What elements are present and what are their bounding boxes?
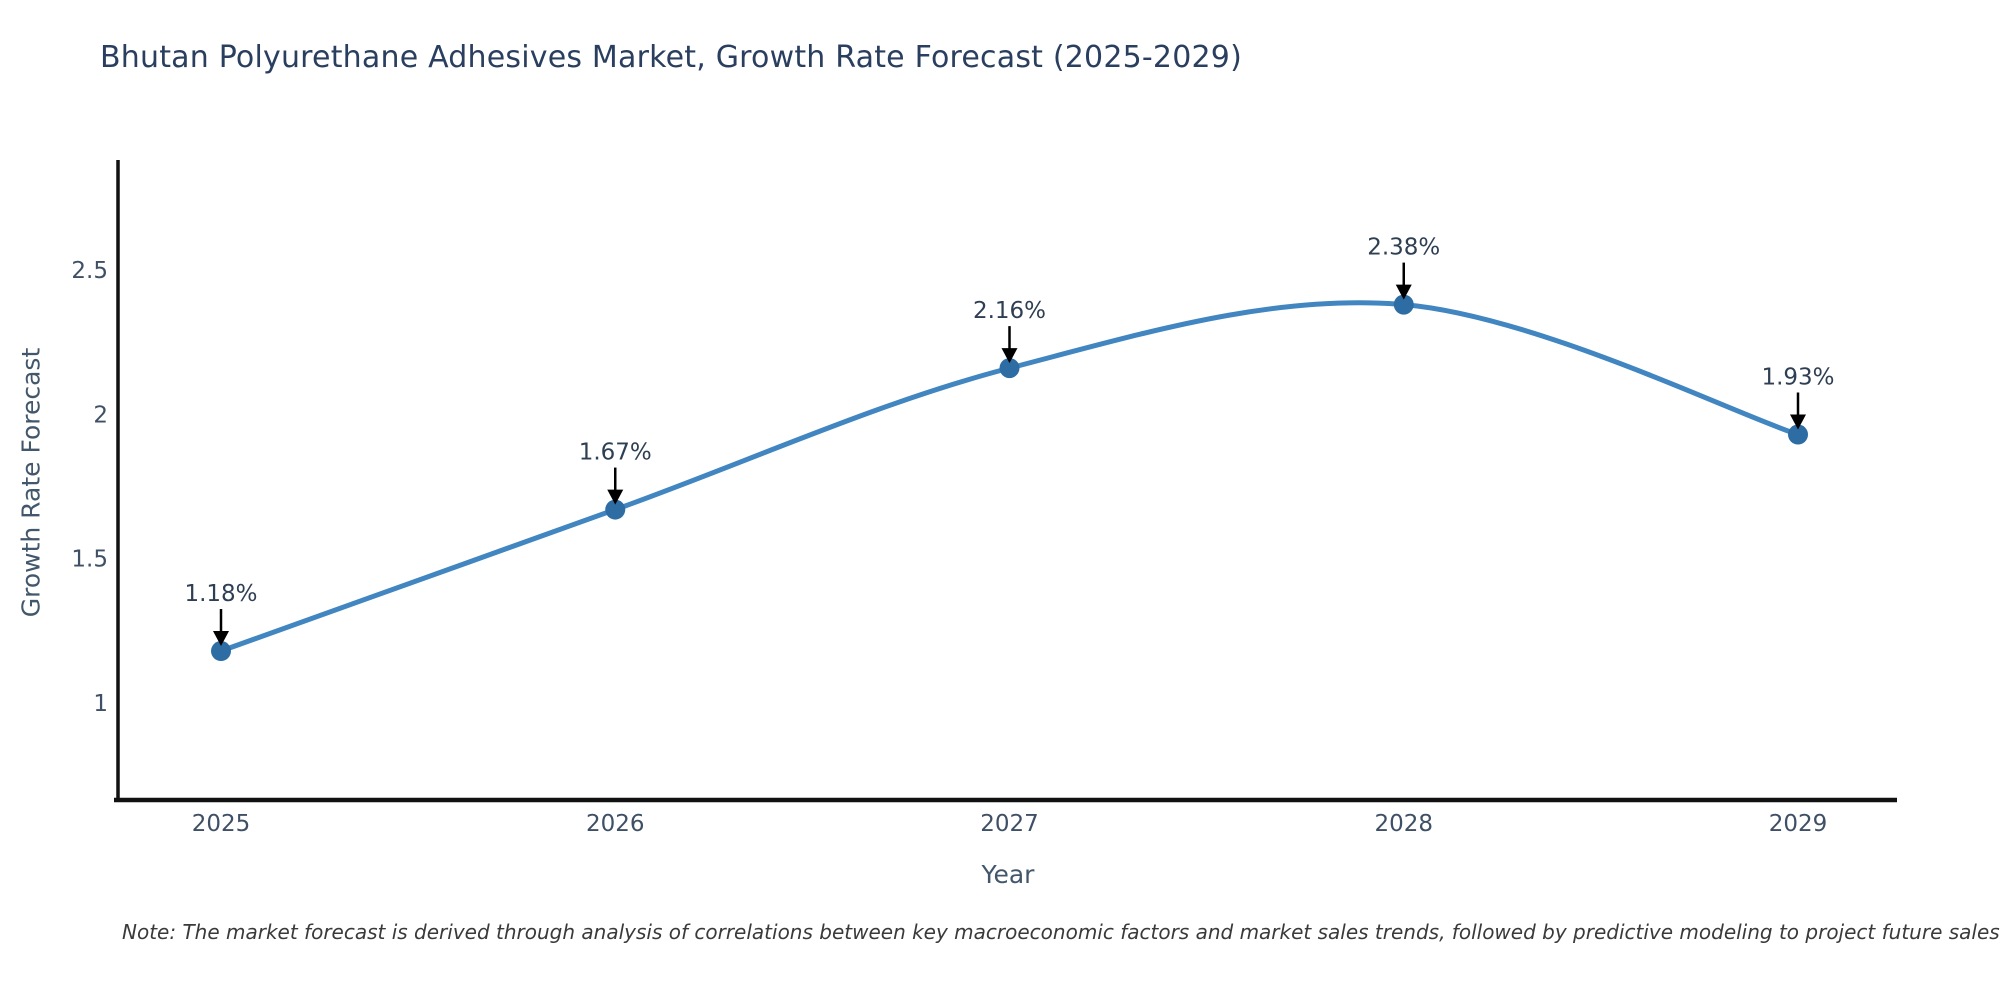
- x-tick-label: 2027: [980, 811, 1039, 837]
- footnote: Note: The market forecast is derived thr…: [122, 920, 2000, 944]
- annotation-arrow-head-icon: [213, 631, 229, 647]
- x-tick-label: 2029: [1769, 811, 1828, 837]
- annotation-arrow-head-icon: [1395, 284, 1412, 300]
- x-tick-label: 2026: [586, 811, 645, 837]
- x-axis-title: Year: [981, 860, 1035, 889]
- annotation-arrow-head-icon: [607, 489, 624, 505]
- y-tick-label: 1.5: [71, 547, 108, 573]
- annotation-arrow-head-icon: [1790, 414, 1806, 430]
- data-point-marker[interactable]: [1393, 294, 1414, 315]
- data-point-label: 2.38%: [1367, 235, 1440, 261]
- data-point-marker[interactable]: [605, 499, 626, 520]
- x-tick-label: 2028: [1374, 811, 1433, 837]
- data-point-marker[interactable]: [211, 641, 231, 662]
- x-tick-label: 2025: [192, 811, 251, 837]
- data-point-label: 2.16%: [973, 298, 1046, 324]
- data-point-marker[interactable]: [1788, 424, 1808, 445]
- data-point-label: 1.93%: [1761, 365, 1834, 391]
- y-tick-label: 2: [93, 402, 108, 428]
- data-point-marker[interactable]: [999, 358, 1020, 379]
- chart-title: Bhutan Polyurethane Adhesives Market, Gr…: [100, 40, 1242, 75]
- data-point-label: 1.67%: [579, 440, 652, 466]
- y-tick-label: 2.5: [71, 258, 108, 284]
- data-point-label: 1.18%: [184, 581, 257, 607]
- annotation-arrow-head-icon: [1001, 348, 1018, 364]
- y-tick-label: 1: [93, 691, 108, 717]
